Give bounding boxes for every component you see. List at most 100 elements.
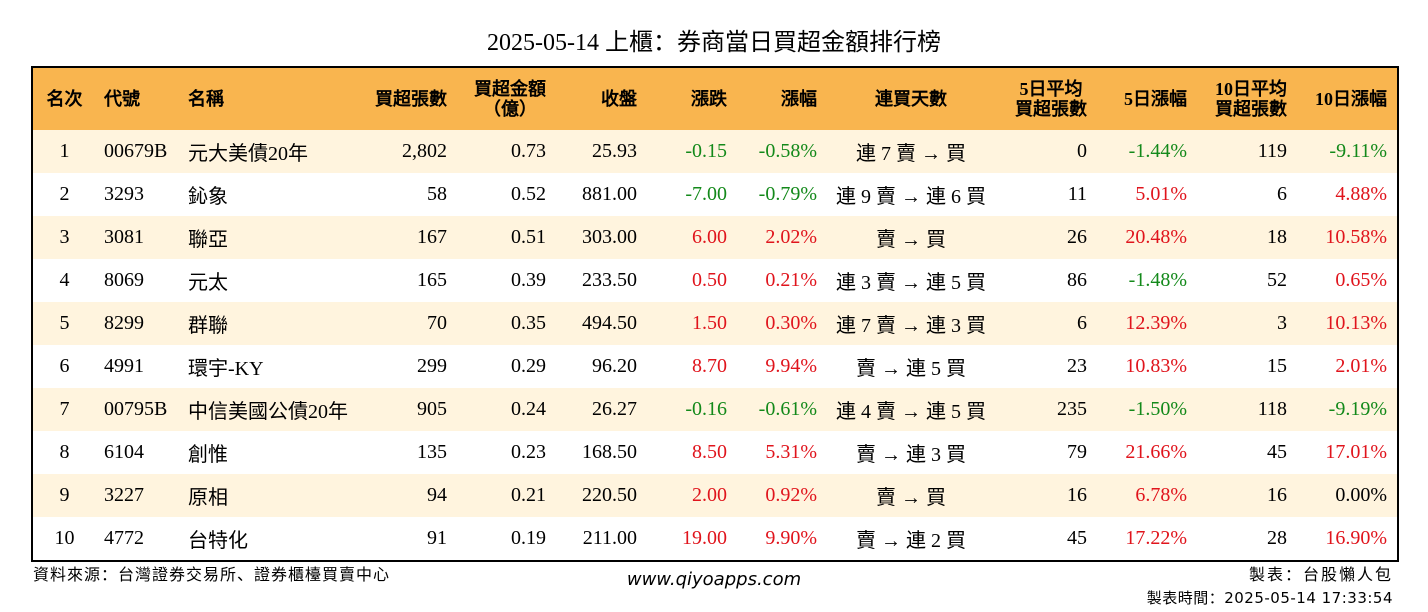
cell-pct5: 17.22%	[1125, 527, 1187, 549]
cell-rank: 4	[59, 269, 70, 291]
cell-streak: 連 3 賣 → 連 5 買	[836, 272, 986, 294]
cell-pct5: 20.48%	[1125, 226, 1187, 248]
cell-change: 1.50	[692, 312, 727, 334]
cell-code: 3081	[104, 226, 144, 248]
cell-avg10-lots: 18	[1267, 226, 1287, 248]
cell-change: -0.16	[685, 398, 727, 420]
column-header-change: 漲跌	[646, 67, 736, 130]
column-header-line: 名稱	[188, 89, 224, 109]
cell-avg5-lots: 11	[1067, 183, 1087, 205]
cell-name: 環宇-KY	[188, 358, 264, 380]
cell-avg10-lots: 118	[1257, 398, 1287, 420]
cell-change: 19.00	[682, 527, 727, 549]
column-header-line: 5日漲幅	[1124, 89, 1187, 109]
column-header-label: 名稱	[188, 89, 224, 109]
column-header-line: 買超張數	[1015, 99, 1087, 119]
cell-change-pct: -0.58%	[758, 140, 817, 162]
cell-pct10: 4.88%	[1335, 183, 1387, 205]
cell-change-pct: -0.79%	[758, 183, 817, 205]
column-header-line: 名次	[46, 89, 83, 109]
table-row: 9 3227 原相 94 0.21 220.50 2.00 0.92% 賣 → 買 16 6.78%…	[32, 474, 1398, 517]
cell-rank: 1	[59, 140, 70, 162]
column-header-label: 漲跌	[691, 89, 727, 109]
cell-code: 4772	[104, 527, 144, 549]
column-header-label: 漲幅	[781, 89, 817, 109]
column-header-label: 5日平均 買超張數	[1015, 79, 1087, 119]
cell-name: 群聯	[188, 315, 228, 337]
cell-change: -0.15	[685, 140, 727, 162]
cell-code: 3227	[104, 484, 144, 506]
column-header-label: 買超金額 （億）	[474, 79, 546, 119]
cell-net-buy-amount: 0.24	[511, 398, 546, 420]
cell-name: 創惟	[188, 444, 228, 466]
cell-streak: 賣 → 買	[876, 487, 946, 509]
column-header-line: 漲幅	[781, 89, 817, 109]
cell-pct5: 12.39%	[1125, 312, 1187, 334]
column-header-label: 收盤	[601, 89, 637, 109]
cell-name: 聯亞	[188, 229, 228, 251]
cell-net-buy-lots: 70	[427, 312, 447, 334]
cell-streak: 連 7 賣 → 連 3 買	[836, 315, 986, 337]
cell-net-buy-lots: 91	[427, 527, 447, 549]
cell-pct10: 10.13%	[1325, 312, 1387, 334]
cell-pct5: -1.44%	[1128, 140, 1187, 162]
table-row: 10 4772 台特化 91 0.19 211.00 19.00 9.90% 賣 → 連 2 買…	[32, 517, 1398, 561]
cell-avg10-lots: 119	[1257, 140, 1287, 162]
cell-net-buy-amount: 0.73	[511, 140, 546, 162]
cell-net-buy-amount: 0.35	[511, 312, 546, 334]
column-header-change-pct: 漲幅	[736, 67, 826, 130]
cell-rank: 6	[59, 355, 70, 377]
cell-pct10: 2.01%	[1335, 355, 1387, 377]
cell-change: 0.50	[692, 269, 727, 291]
cell-rank: 3	[59, 226, 70, 248]
cell-net-buy-lots: 135	[417, 441, 447, 463]
cell-avg5-lots: 23	[1067, 355, 1087, 377]
cell-code: 8069	[104, 269, 144, 291]
column-header-avg10-lots: 10日平均 買超張數	[1196, 67, 1296, 130]
cell-change-pct: 0.30%	[765, 312, 817, 334]
cell-change-pct: 9.90%	[765, 527, 817, 549]
column-header-line: 連買天數	[875, 89, 947, 109]
column-header-label: 代號	[104, 89, 140, 109]
cell-pct10: -9.11%	[1329, 140, 1387, 162]
column-header-line: 買超張數	[375, 89, 447, 109]
column-header-label: 連買天數	[875, 89, 947, 109]
cell-streak: 連 7 賣 → 買	[856, 143, 966, 165]
column-header-line: 10日漲幅	[1315, 89, 1387, 109]
cell-avg5-lots: 79	[1067, 441, 1087, 463]
made-by-note: 製表：台股懶人包	[1248, 567, 1393, 584]
cell-pct10: -9.19%	[1328, 398, 1387, 420]
cell-name: 台特化	[188, 530, 248, 552]
cell-close: 96.20	[592, 355, 637, 377]
cell-close: 25.93	[592, 140, 637, 162]
column-header-line: （億）	[483, 99, 537, 119]
cell-net-buy-amount: 0.29	[511, 355, 546, 377]
cell-close: 303.00	[582, 226, 637, 248]
page-title: 2025-05-14 上櫃：券商當日買超金額排行榜	[487, 30, 941, 56]
column-header-rank: 名次	[32, 67, 96, 130]
table-row: 5 8299 群聯 70 0.35 494.50 1.50 0.30% 連 7 賣 → 連 3 …	[32, 302, 1398, 345]
cell-rank: 7	[59, 398, 70, 420]
cell-streak: 賣 → 連 5 買	[856, 358, 966, 380]
cell-name: 鈊象	[188, 186, 228, 208]
cell-pct5: 6.78%	[1135, 484, 1187, 506]
column-header-name: 名稱	[181, 67, 356, 130]
cell-code: 8299	[104, 312, 144, 334]
website-link[interactable]: www.qiyoapps.com	[626, 569, 802, 590]
cell-change: 8.70	[692, 355, 727, 377]
cell-net-buy-lots: 94	[427, 484, 447, 506]
cell-pct5: 5.01%	[1135, 183, 1187, 205]
ranking-table: 名次 代號 名稱 買超張數 買超金額 （億） 收盤 漲跌 漲幅 連買天數 5日平均 買超張數 5日漲幅 1…	[31, 66, 1399, 562]
cell-change-pct: 0.92%	[765, 484, 817, 506]
column-header-avg5-lots: 5日平均 買超張數	[996, 67, 1096, 130]
table-row: 6 4991 環宇-KY 299 0.29 96.20 8.70 9.94% 賣 → 連 5 買…	[32, 345, 1398, 388]
cell-avg5-lots: 86	[1067, 269, 1087, 291]
table-body: 1 00679B 元大美債20年 2,802 0.73 25.93 -0.15 -0.58% 連…	[32, 130, 1398, 561]
cell-close: 494.50	[582, 312, 637, 334]
cell-change: -7.00	[685, 183, 727, 205]
cell-rank: 2	[59, 183, 70, 205]
cell-avg5-lots: 45	[1067, 527, 1087, 549]
cell-avg5-lots: 26	[1067, 226, 1087, 248]
column-header-line: 5日平均	[1019, 79, 1083, 99]
cell-pct5: 10.83%	[1125, 355, 1187, 377]
